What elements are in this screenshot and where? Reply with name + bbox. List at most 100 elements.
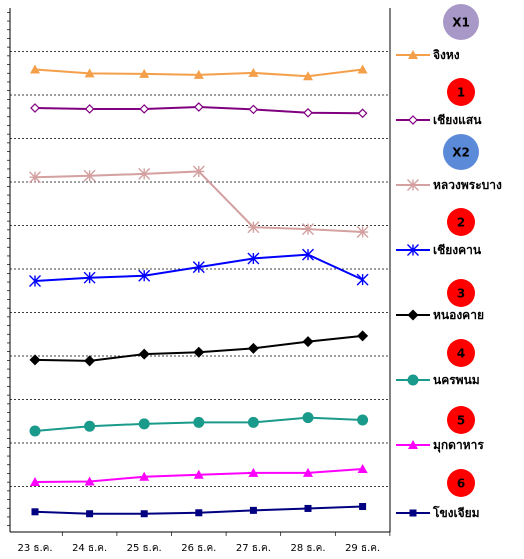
legend-entry: 4 นครพนม bbox=[396, 339, 480, 387]
series-group bbox=[29, 412, 369, 437]
legend-badge bbox=[447, 208, 475, 236]
data-point bbox=[139, 68, 150, 78]
data-point bbox=[302, 223, 314, 236]
legend-label: นครพนม bbox=[433, 373, 480, 387]
data-point bbox=[84, 104, 95, 114]
data-point bbox=[247, 342, 259, 354]
data-point bbox=[138, 269, 151, 282]
data-point bbox=[407, 179, 419, 191]
x-axis-tick-labels: 23 ธ.ค. 24 ธ.ค. 25 ธ.ค. 26 ธ.ค. 27 ธ.ค. 28 ธ.… bbox=[17, 543, 380, 554]
series-group bbox=[29, 165, 369, 239]
data-point bbox=[408, 440, 418, 449]
legend-label: โขงเจียม bbox=[432, 505, 480, 520]
legend-label: เชียงคาน bbox=[433, 243, 482, 257]
legend-entry: 1 เชียงแสน bbox=[396, 78, 482, 127]
legend-entry: 3 หนองคาย bbox=[396, 279, 484, 322]
data-point bbox=[248, 104, 259, 115]
series-lines bbox=[29, 64, 369, 518]
x-tick-label: 26 ธ.ค. bbox=[181, 543, 216, 554]
legend-entry: 5 มุกดาหาร bbox=[396, 406, 484, 453]
legend-label: หลวงพระบาง bbox=[433, 178, 502, 192]
data-point bbox=[356, 273, 369, 286]
data-point bbox=[29, 275, 41, 288]
data-point bbox=[195, 509, 203, 517]
data-point bbox=[407, 309, 419, 321]
x-tick-label: 23 ธ.ค. bbox=[17, 543, 52, 554]
data-point bbox=[357, 464, 368, 474]
data-point bbox=[30, 103, 40, 113]
data-point bbox=[86, 510, 94, 518]
data-point bbox=[303, 467, 313, 477]
series-group bbox=[29, 330, 369, 367]
data-point bbox=[247, 252, 260, 265]
legend-badge-label: X2 bbox=[452, 146, 470, 160]
series-group bbox=[30, 64, 368, 81]
data-point bbox=[357, 330, 369, 342]
series-group bbox=[30, 102, 368, 119]
data-point bbox=[356, 226, 369, 239]
data-point bbox=[408, 115, 418, 125]
legend-entry: X2 หลวงพระบาง bbox=[396, 134, 502, 192]
data-point bbox=[193, 416, 205, 428]
legend-badge-label: X1 bbox=[452, 16, 470, 30]
data-point bbox=[193, 469, 204, 479]
data-point bbox=[140, 510, 148, 518]
data-point bbox=[357, 414, 369, 426]
data-point bbox=[302, 336, 314, 348]
plot-area bbox=[10, 8, 390, 532]
data-point bbox=[304, 504, 312, 512]
legend-badge-label: 5 bbox=[457, 414, 465, 428]
data-point bbox=[193, 102, 204, 112]
data-point bbox=[247, 416, 259, 428]
data-point bbox=[357, 64, 368, 74]
legend-badge-label: 2 bbox=[457, 216, 465, 230]
x-tick-label: 25 ธ.ค. bbox=[127, 543, 162, 554]
legend-badge bbox=[443, 4, 479, 40]
data-point bbox=[303, 107, 313, 118]
legend-entry: 6 โขงเจียม bbox=[396, 469, 480, 520]
legend-entry: X1 จิงหง bbox=[396, 4, 479, 62]
series-group bbox=[29, 248, 369, 288]
data-point bbox=[138, 348, 150, 360]
data-point bbox=[192, 165, 205, 178]
data-point bbox=[357, 108, 368, 119]
data-point bbox=[29, 171, 41, 184]
gridlines bbox=[10, 51, 390, 487]
legend-badge bbox=[447, 339, 475, 367]
legend-badge-label: 4 bbox=[457, 347, 465, 361]
legend-label: มุกดาหาร bbox=[433, 438, 484, 453]
legend-label: เชียงแสน bbox=[433, 113, 482, 127]
data-point bbox=[409, 509, 417, 517]
data-point bbox=[247, 221, 260, 234]
data-point bbox=[84, 355, 96, 367]
x-tick-label: 29 ธ.ค. bbox=[345, 543, 380, 554]
data-point bbox=[138, 418, 150, 430]
data-point bbox=[192, 261, 205, 274]
data-point bbox=[29, 354, 41, 366]
data-point bbox=[138, 167, 151, 180]
data-point bbox=[139, 471, 150, 481]
data-point bbox=[83, 271, 96, 284]
legend-label: หนองคาย bbox=[433, 308, 484, 322]
data-point bbox=[359, 503, 367, 511]
axes bbox=[7, 8, 391, 536]
legend-badge-label: 1 bbox=[457, 86, 465, 100]
data-point bbox=[84, 476, 95, 486]
data-point bbox=[407, 374, 419, 386]
legend-badge-label: 6 bbox=[457, 477, 465, 491]
x-tick-label: 24 ธ.ค. bbox=[72, 543, 107, 554]
data-point bbox=[84, 420, 96, 432]
legend-badge bbox=[443, 134, 479, 170]
data-point bbox=[193, 346, 205, 358]
data-point bbox=[407, 244, 419, 256]
legend-badge bbox=[447, 406, 475, 434]
data-point bbox=[302, 248, 314, 261]
series-group bbox=[31, 503, 367, 518]
x-tick-label: 28 ธ.ค. bbox=[290, 543, 325, 554]
legend-badge bbox=[447, 279, 475, 307]
data-point bbox=[30, 64, 40, 74]
data-point bbox=[83, 169, 96, 182]
legend-label: จิงหง bbox=[433, 48, 460, 62]
legend-entry: 2 เชียงคาน bbox=[396, 208, 482, 257]
